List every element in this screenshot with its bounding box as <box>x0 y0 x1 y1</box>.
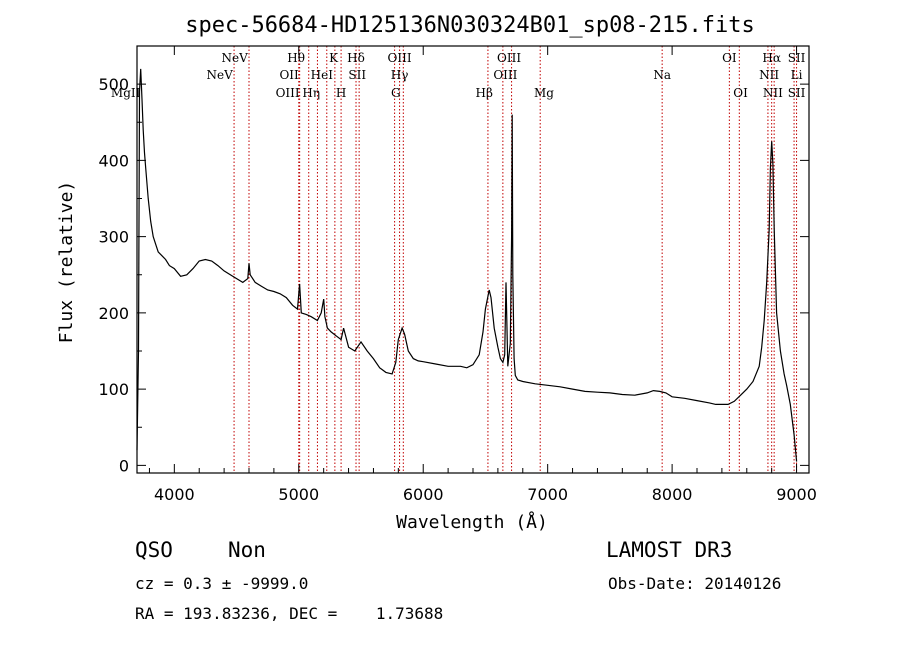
y-axis-ticks: 0 100 200 300 400 500 <box>98 75 809 475</box>
line-label-4: OIII <box>276 86 300 100</box>
spectral-line-labels: MgII NeV NeV OII OIII Hθ Hη HeI K H Hδ SII OIII Hγ G Hβ… <box>111 51 806 100</box>
line-label-20: OI <box>722 51 737 65</box>
x-tick-label-7000: 7000 <box>527 485 568 504</box>
line-label-8: K <box>329 51 339 65</box>
spectrum-series-line <box>136 68 798 462</box>
line-label-15: Hβ <box>476 86 493 100</box>
y-tick-label-200: 200 <box>98 304 129 323</box>
line-label-14: G <box>391 86 401 100</box>
line-label-3: OII <box>279 68 299 82</box>
line-label-19: Na <box>653 68 671 82</box>
y-tick-label-400: 400 <box>98 151 129 170</box>
line-label-17: OIII <box>493 68 517 82</box>
line-label-12: OIII <box>388 51 412 65</box>
line-label-7: HeI <box>311 68 334 82</box>
line-label-26: Li <box>791 68 803 82</box>
x-tick-label-6000: 6000 <box>403 485 444 504</box>
y-axis-label: Flux (relative) <box>56 181 77 344</box>
chart-title: spec-56684-HD125136N030324B01_sp08-215.f… <box>185 13 755 38</box>
x-axis-ticks: 4000 5000 6000 7000 8000 9000 <box>148 46 817 504</box>
x-tick-label-5000: 5000 <box>278 485 319 504</box>
x-tick-label-9000: 9000 <box>776 485 817 504</box>
object-subclass: Non <box>228 538 266 562</box>
line-label-0: MgII <box>111 86 141 100</box>
line-label-16: OIII <box>497 51 521 65</box>
x-tick-label-8000: 8000 <box>652 485 693 504</box>
observation-date: Obs-Date: 20140126 <box>608 574 782 593</box>
y-tick-label-500: 500 <box>98 75 129 94</box>
line-label-27: SII <box>788 86 806 100</box>
line-label-9: H <box>336 86 346 100</box>
line-label-22: Hα <box>762 51 781 65</box>
line-label-13: Hγ <box>391 68 409 82</box>
plot-frame <box>136 45 810 474</box>
y-tick-label-300: 300 <box>98 228 129 247</box>
line-label-23: NII <box>759 68 779 82</box>
line-label-24: NII <box>763 86 783 100</box>
redshift-cz: cz = 0.3 ± -9999.0 <box>135 574 309 593</box>
line-label-21: OI <box>733 86 748 100</box>
x-axis-label: Wavelength (Å) <box>396 511 548 533</box>
y-tick-label-0: 0 <box>119 456 129 475</box>
line-label-25: SII <box>788 51 806 65</box>
x-tick-label-4000: 4000 <box>154 485 195 504</box>
line-label-10: Hδ <box>347 51 365 65</box>
spectrum-chart: spec-56684-HD125136N030324B01_sp08-215.f… <box>56 13 817 533</box>
survey-name: LAMOST DR3 <box>606 538 733 562</box>
line-label-18: Mg <box>534 86 554 100</box>
y-tick-label-100: 100 <box>98 380 129 399</box>
line-label-2: NeV <box>221 51 248 65</box>
line-label-11: SII <box>348 68 366 82</box>
line-label-6: Hη <box>302 86 320 100</box>
ra-dec-coordinates: RA = 193.83236, DEC = 1.73688 <box>135 604 444 623</box>
spectral-line-markers <box>233 46 798 473</box>
line-label-5: Hθ <box>287 51 305 65</box>
object-class: QSO <box>135 538 173 562</box>
line-label-1: NeV <box>207 68 234 82</box>
